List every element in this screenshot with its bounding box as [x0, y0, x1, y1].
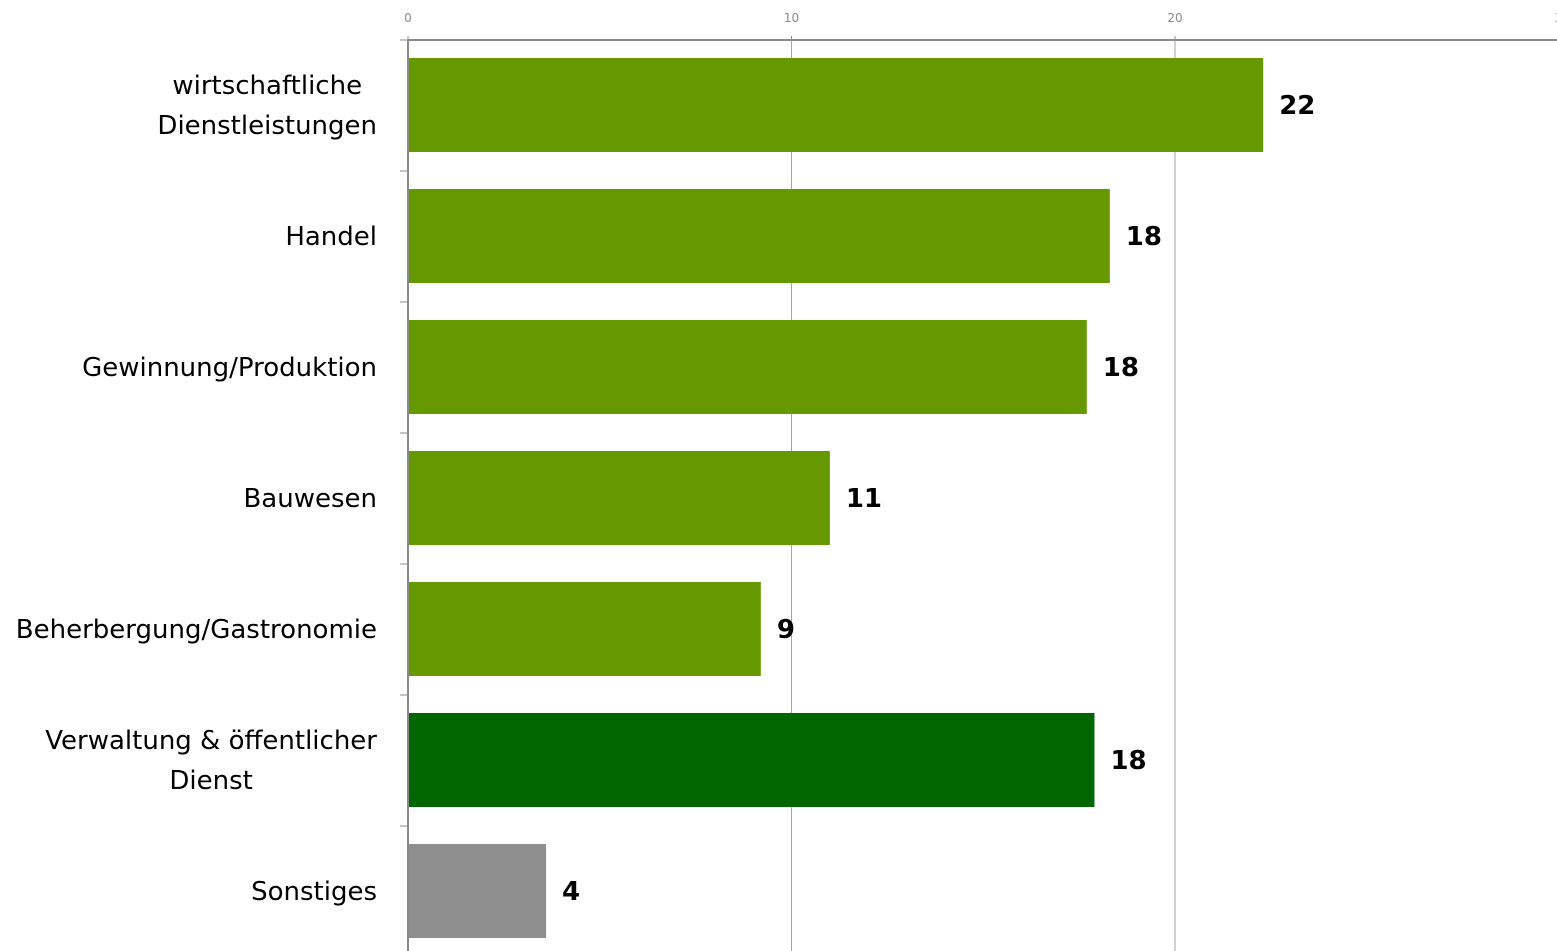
gridlines: [791, 40, 1176, 951]
category-label: Bauwesen: [243, 484, 377, 514]
bar: [408, 713, 1095, 807]
data-label: 22: [1279, 91, 1315, 121]
bar: [408, 582, 761, 676]
bar: [408, 844, 547, 938]
data-label: 18: [1110, 746, 1146, 776]
tick-label-x: 0: [404, 11, 412, 25]
category-label-line: Verwaltung & öffentlicher: [45, 726, 377, 756]
tick-label-x: 10: [784, 11, 799, 25]
data-label: 18: [1126, 222, 1162, 252]
category-label-line: Sonstiges: [251, 877, 377, 907]
tick-label-x: 3: [1555, 11, 1557, 25]
category-label-line: Dienst: [169, 766, 252, 796]
data-label: 18: [1103, 353, 1139, 383]
tick-label-x: 20: [1167, 11, 1182, 25]
category-label-line: Beherbergung/Gastronomie: [16, 615, 377, 645]
data-label: 4: [562, 877, 580, 907]
category-label: Handel: [285, 222, 377, 252]
category-label-line: wirtschaftliche: [172, 71, 362, 101]
category-label-line: Bauwesen: [243, 484, 377, 514]
data-label: 11: [846, 484, 882, 514]
category-label: Gewinnung/Produktion: [82, 353, 377, 383]
category-label-line: Gewinnung/Produktion: [82, 353, 377, 383]
labels: 0 10 20 3 22 wirtschaftliche Dienstleistungen 1…: [16, 11, 1557, 907]
bars: [408, 58, 1264, 938]
data-label: 9: [777, 615, 795, 645]
bar: [408, 189, 1110, 283]
category-label: Verwaltung & öffentlicher Dienst: [45, 726, 377, 796]
bar: [408, 320, 1087, 414]
category-label-line: Handel: [285, 222, 377, 252]
category-label: wirtschaftliche Dienstleistungen: [157, 71, 377, 141]
category-label-line: Dienstleistungen: [157, 111, 377, 141]
bar: [408, 451, 830, 545]
category-label: Sonstiges: [251, 877, 377, 907]
category-label: Beherbergung/Gastronomie: [16, 615, 377, 645]
bar: [408, 58, 1264, 152]
axes: [400, 36, 1557, 951]
